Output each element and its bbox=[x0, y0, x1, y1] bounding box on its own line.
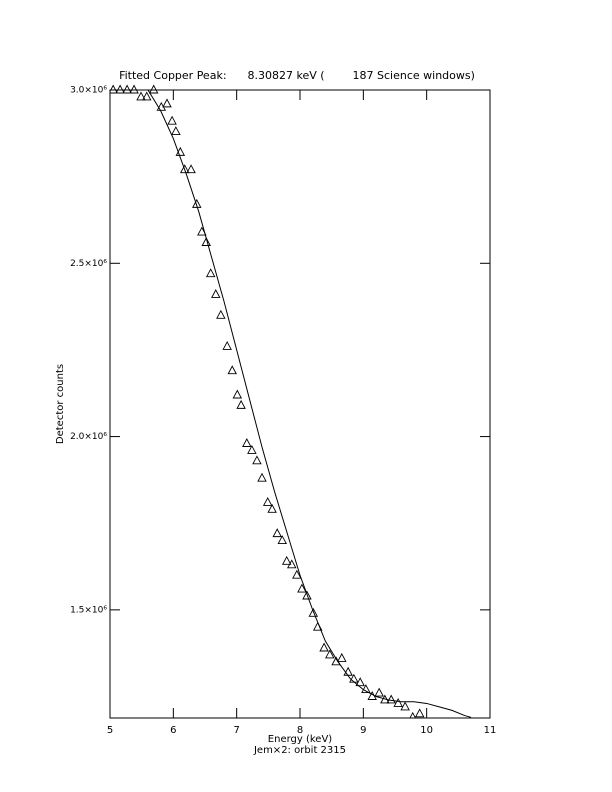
data-point bbox=[122, 84, 132, 94]
x-tick-label: 6 bbox=[170, 725, 176, 736]
data-point bbox=[148, 84, 159, 94]
data-point bbox=[201, 237, 212, 246]
x-tick-label: 10 bbox=[420, 725, 433, 736]
data-point bbox=[179, 164, 190, 174]
data-point bbox=[129, 84, 139, 94]
data-point bbox=[349, 673, 359, 683]
data-point bbox=[257, 472, 267, 482]
data-point bbox=[136, 91, 146, 101]
x-axis-label: Energy (keV) bbox=[268, 734, 333, 745]
data-point bbox=[186, 164, 196, 174]
data-point bbox=[319, 642, 329, 652]
x-tick-label: 11 bbox=[484, 725, 497, 736]
chart-title: Fitted Copper Peak: 8.30827 keV ( 187 Sc… bbox=[119, 69, 475, 82]
plot-frame bbox=[109, 89, 491, 719]
data-point bbox=[272, 528, 282, 538]
data-point bbox=[110, 84, 118, 94]
data-point bbox=[242, 438, 252, 447]
data-point bbox=[292, 569, 302, 579]
data-point bbox=[386, 694, 396, 704]
data-point bbox=[192, 198, 202, 208]
data-point bbox=[267, 503, 277, 513]
y-tick-label: 1.5×10⁶ bbox=[70, 605, 107, 615]
data-point bbox=[232, 389, 243, 399]
data-point bbox=[281, 555, 292, 565]
data-point bbox=[211, 289, 221, 298]
data-point bbox=[162, 98, 172, 108]
x-tick-label: 5 bbox=[107, 725, 113, 736]
data-point bbox=[277, 535, 288, 545]
subtitle: Jem×2: orbit 2315 bbox=[253, 745, 346, 756]
data-point bbox=[355, 677, 365, 687]
data-point bbox=[287, 559, 297, 569]
data-point bbox=[308, 607, 319, 617]
data-point bbox=[337, 652, 347, 662]
data-point bbox=[393, 697, 403, 707]
x-tick-label: 9 bbox=[360, 725, 366, 736]
data-point bbox=[409, 711, 417, 718]
data-point bbox=[205, 268, 216, 278]
data-point bbox=[216, 309, 226, 319]
x-tick-label: 7 bbox=[233, 725, 239, 736]
y-tick-label: 3.0×10⁶ bbox=[70, 86, 107, 96]
fit-line bbox=[147, 89, 472, 718]
data-point bbox=[247, 444, 257, 454]
y-axis-label: Detector counts bbox=[55, 364, 66, 444]
data-point bbox=[115, 84, 125, 94]
data-point bbox=[302, 590, 312, 600]
data-point bbox=[325, 649, 335, 659]
data-point bbox=[297, 583, 307, 593]
y-tick-label: 2.5×10⁶ bbox=[70, 259, 107, 269]
data-point bbox=[141, 91, 152, 101]
data-point bbox=[227, 365, 237, 375]
data-point bbox=[167, 115, 177, 125]
data-point bbox=[400, 701, 410, 711]
x-tick-label: 8 bbox=[297, 725, 303, 736]
y-tick-label: 2.0×10⁶ bbox=[70, 432, 107, 442]
data-point bbox=[374, 687, 384, 697]
data-point bbox=[252, 455, 262, 465]
data-point bbox=[361, 684, 371, 694]
data-point bbox=[222, 341, 232, 350]
data-point bbox=[262, 496, 273, 506]
plot-area bbox=[110, 84, 472, 718]
data-point bbox=[171, 126, 181, 136]
data-point bbox=[236, 399, 246, 409]
data-point bbox=[414, 708, 425, 718]
